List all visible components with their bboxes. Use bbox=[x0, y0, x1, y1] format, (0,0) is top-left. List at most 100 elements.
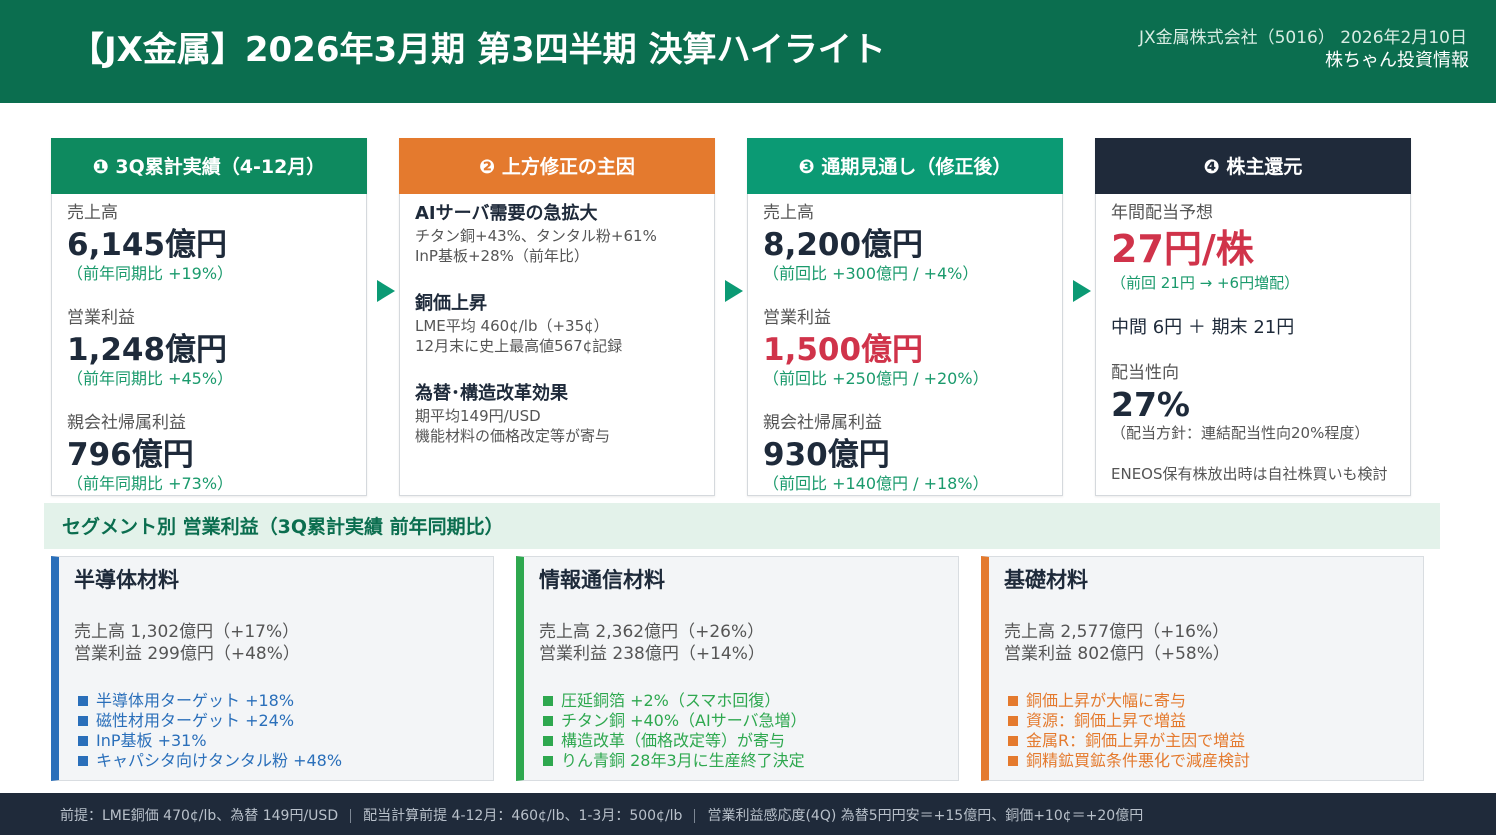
segment-point: 圧延銅箔 +2%（スマホ回復） bbox=[561, 690, 781, 710]
segment-sales: 売上高 1,302億円（+17%） bbox=[74, 621, 300, 642]
card-title-text: 株主還元 bbox=[1226, 155, 1303, 178]
card-title-text: 通期見通し（修正後） bbox=[821, 155, 1012, 178]
card-title: ❹ 株主還元 bbox=[1095, 155, 1411, 180]
bullet bbox=[1008, 696, 1018, 706]
segment-point: 資源：銅価上昇で増益 bbox=[1026, 710, 1187, 730]
metric-change: （前回比 +250億円 / +20%） bbox=[763, 368, 989, 388]
driver-line: 期平均149円/USD bbox=[415, 407, 541, 426]
card-header bbox=[399, 138, 715, 194]
card-title: ❶ 3Q累計実績（4-12月） bbox=[51, 155, 367, 180]
section-banner bbox=[44, 503, 1440, 549]
card-title-text: 上方修正の主因 bbox=[501, 155, 635, 178]
payout-label: 配当性向 bbox=[1111, 362, 1179, 383]
card bbox=[747, 138, 1063, 496]
dividend-label: 年間配当予想 bbox=[1111, 202, 1213, 223]
segment-point: りん青銅 28年3月に生産終了決定 bbox=[561, 750, 805, 770]
segment-box bbox=[516, 556, 959, 781]
footer-separator bbox=[350, 809, 352, 823]
metric-label: 営業利益 bbox=[763, 307, 831, 328]
segment-point: 銅精鉱買鉱条件悪化で減産検討 bbox=[1026, 750, 1251, 770]
company-info: JX金属株式会社（5016） 2026年2月10日 bbox=[1138, 27, 1467, 48]
driver-line: InP基板+28%（前年比） bbox=[415, 247, 589, 266]
footer-note: 前提：LME銅価 470¢/lb、為替 149円/USD bbox=[60, 807, 339, 824]
card-marker: ❹ bbox=[1203, 155, 1227, 178]
metric-label: 親会社帰属利益 bbox=[67, 412, 186, 433]
card-title-text: 3Q累計実績（4-12月） bbox=[115, 155, 326, 178]
segment-name: 情報通信材料 bbox=[539, 568, 665, 593]
flow-arrow bbox=[377, 280, 395, 302]
metric-change: （前回比 +300億円 / +4%） bbox=[763, 263, 979, 283]
bullet bbox=[1008, 736, 1018, 746]
segment-sales: 売上高 2,362億円（+26%） bbox=[539, 621, 765, 642]
dividend-change: （前回 21円 → +6円増配） bbox=[1111, 274, 1300, 293]
payout-value: 27% bbox=[1111, 384, 1190, 424]
segment-profit: 営業利益 299億円（+48%） bbox=[74, 643, 300, 664]
driver-line: 12月末に史上最高値567¢記録 bbox=[415, 337, 623, 356]
segment-point: 構造改革（価格改定等）が寄与 bbox=[561, 730, 786, 750]
segment-point: 金属R：銅価上昇が主因で増益 bbox=[1026, 730, 1246, 750]
header-bar bbox=[0, 0, 1496, 103]
driver-heading: 為替･構造改革効果 bbox=[415, 383, 568, 405]
bullet bbox=[543, 736, 553, 746]
card-header bbox=[51, 138, 367, 194]
source: 株ちゃん投資情報 bbox=[1325, 50, 1469, 72]
bullet bbox=[78, 756, 88, 766]
metric-label: 売上高 bbox=[763, 202, 814, 223]
driver-line: チタン銅+43%、タンタル粉+61% bbox=[415, 227, 657, 246]
metric-change: （前年同期比 +45%） bbox=[67, 368, 234, 388]
metric-label: 営業利益 bbox=[67, 307, 135, 328]
metric-value: 1,248億円 bbox=[67, 331, 228, 368]
page-title: 【JX金属】2026年3月期 第3四半期 決算ハイライト bbox=[70, 29, 886, 70]
footer-note: 営業利益感応度(4Q) 為替5円円安＝+15億円、銅価+10¢＝+20億円 bbox=[707, 807, 1144, 824]
card bbox=[399, 138, 715, 496]
card-header bbox=[747, 138, 1063, 194]
card-note: ENEOS保有株放出時は自社株買いも検討 bbox=[1111, 465, 1388, 484]
card-title: ❷ 上方修正の主因 bbox=[399, 155, 715, 180]
segment-point: 磁性材用ターゲット +24% bbox=[96, 710, 295, 730]
footer-bar bbox=[0, 793, 1496, 835]
segment-name: 基礎材料 bbox=[1004, 568, 1088, 593]
driver-heading: 銅価上昇 bbox=[415, 293, 487, 315]
metric-change: （前年同期比 +19%） bbox=[67, 263, 234, 283]
bullet bbox=[1008, 756, 1018, 766]
segment-profit: 営業利益 802億円（+58%） bbox=[1004, 643, 1230, 664]
flow-arrow bbox=[1073, 280, 1091, 302]
segment-profit: 営業利益 238億円（+14%） bbox=[539, 643, 765, 664]
dividend-split: 中間 6円 ＋ 期末 21円 bbox=[1111, 317, 1295, 339]
segment-point: チタン銅 +40%（AIサーバ急増） bbox=[561, 710, 807, 730]
bullet bbox=[78, 736, 88, 746]
flow-arrow bbox=[725, 280, 743, 302]
metric-label: 売上高 bbox=[67, 202, 118, 223]
segment-point: 半導体用ターゲット +18% bbox=[96, 690, 295, 710]
dividend-value: 27円/株 bbox=[1111, 227, 1254, 272]
metric-value: 1,500億円 bbox=[763, 331, 924, 368]
payout-policy: （配当方針：連結配当性向20%程度） bbox=[1111, 424, 1370, 443]
card-header bbox=[1095, 138, 1411, 194]
metric-label: 親会社帰属利益 bbox=[763, 412, 882, 433]
metric-value: 796億円 bbox=[67, 436, 194, 473]
metric-change: （前年同期比 +73%） bbox=[67, 473, 234, 493]
card-marker: ❷ bbox=[479, 155, 502, 178]
bullet bbox=[78, 716, 88, 726]
card-marker: ❶ bbox=[92, 155, 116, 178]
bullet bbox=[543, 696, 553, 706]
segment-point: 銅価上昇が大幅に寄与 bbox=[1026, 690, 1187, 710]
driver-heading: AIサーバ需要の急拡大 bbox=[415, 203, 598, 225]
metric-value: 8,200億円 bbox=[763, 226, 924, 263]
section-title: セグメント別 営業利益（3Q累計実績 前年同期比） bbox=[62, 515, 504, 538]
footer-separator bbox=[694, 809, 696, 823]
segment-name: 半導体材料 bbox=[74, 568, 179, 593]
card-marker: ❸ bbox=[798, 155, 822, 178]
segment-point: InP基板 +31% bbox=[96, 730, 207, 750]
bullet bbox=[543, 716, 553, 726]
card bbox=[51, 138, 367, 496]
bullet bbox=[1008, 716, 1018, 726]
metric-change: （前回比 +140億円 / +18%） bbox=[763, 473, 989, 493]
card-title: ❸ 通期見通し（修正後） bbox=[747, 155, 1063, 180]
metric-value: 6,145億円 bbox=[67, 226, 228, 263]
segment-point: キャパシタ向けタンタル粉 +48% bbox=[96, 750, 343, 770]
driver-line: LME平均 460¢/lb（+35¢） bbox=[415, 317, 609, 336]
metric-value: 930億円 bbox=[763, 436, 890, 473]
segment-box bbox=[981, 556, 1424, 781]
